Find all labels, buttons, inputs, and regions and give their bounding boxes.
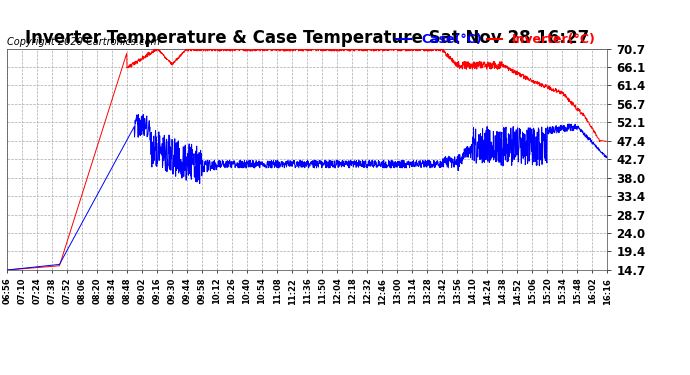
Title: Inverter Temperature & Case Temperature Sat Nov 28 16:27: Inverter Temperature & Case Temperature … (25, 29, 589, 47)
Legend: Case(°C), Inverter(°C): Case(°C), Inverter(°C) (391, 28, 601, 51)
Text: Copyright 2020 Cartronics.com: Copyright 2020 Cartronics.com (7, 36, 160, 46)
